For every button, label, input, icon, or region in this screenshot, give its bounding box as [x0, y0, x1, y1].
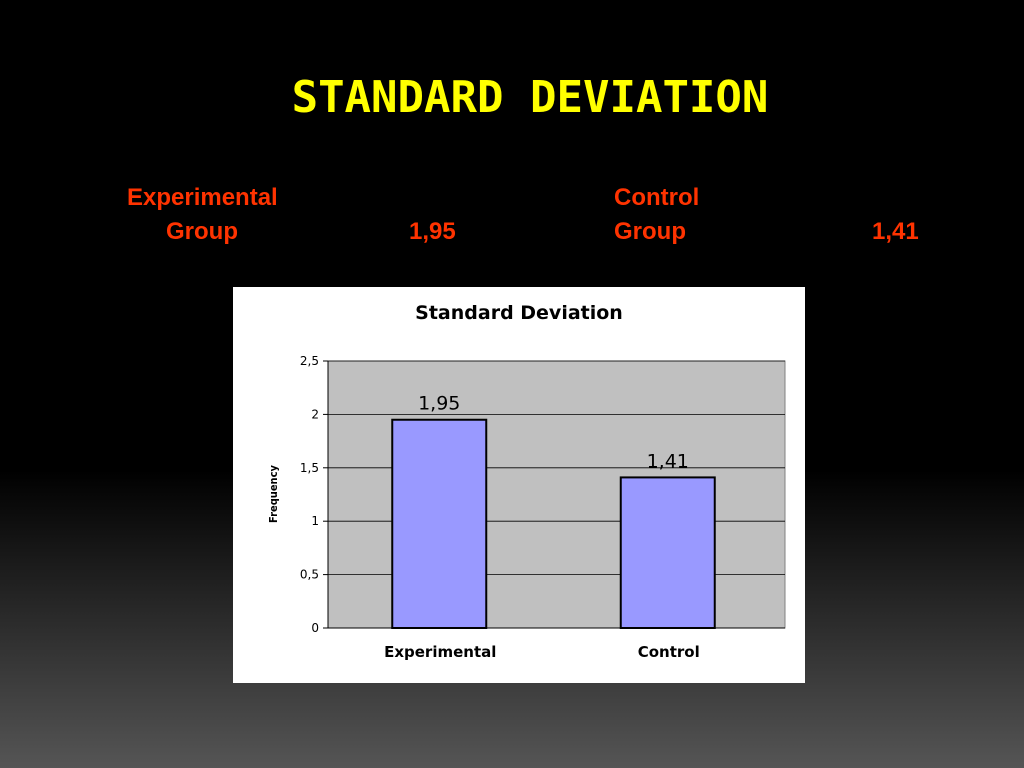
bar-chart: Standard Deviation Frequency 0 0,5 1 1,5 2 2,… — [267, 302, 786, 661]
control-group-value: 1,41 — [872, 218, 919, 245]
y-tick-label: 0,5 — [300, 568, 319, 582]
bar-experimental — [391, 418, 488, 629]
x-category-label: Experimental — [384, 643, 496, 661]
control-group-label-line2: Group — [614, 218, 686, 245]
chart-container: Standard Deviation Frequency 0 0,5 1 1,5 2 2,… — [233, 287, 805, 683]
experimental-group-label-line1: Experimental — [127, 184, 278, 211]
chart-title: Standard Deviation — [415, 302, 623, 324]
y-axis-label: Frequency — [267, 465, 280, 523]
y-tick-label: 1,5 — [300, 461, 319, 475]
slide-title: STANDARD DEVIATION — [291, 72, 769, 123]
y-tick-label: 1 — [311, 514, 319, 528]
data-label: 1,41 — [647, 450, 689, 472]
experimental-group-label-line2: Group — [166, 218, 238, 245]
x-category-label: Control — [638, 643, 700, 661]
experimental-group-value: 1,95 — [409, 218, 456, 245]
y-tick-label: 2 — [311, 407, 319, 421]
control-group-label-line1: Control — [614, 184, 700, 211]
y-tick-label: 0 — [311, 621, 319, 635]
data-label: 1,95 — [418, 393, 460, 415]
y-tick-label: 2,5 — [300, 354, 319, 368]
bar-control — [619, 476, 716, 629]
